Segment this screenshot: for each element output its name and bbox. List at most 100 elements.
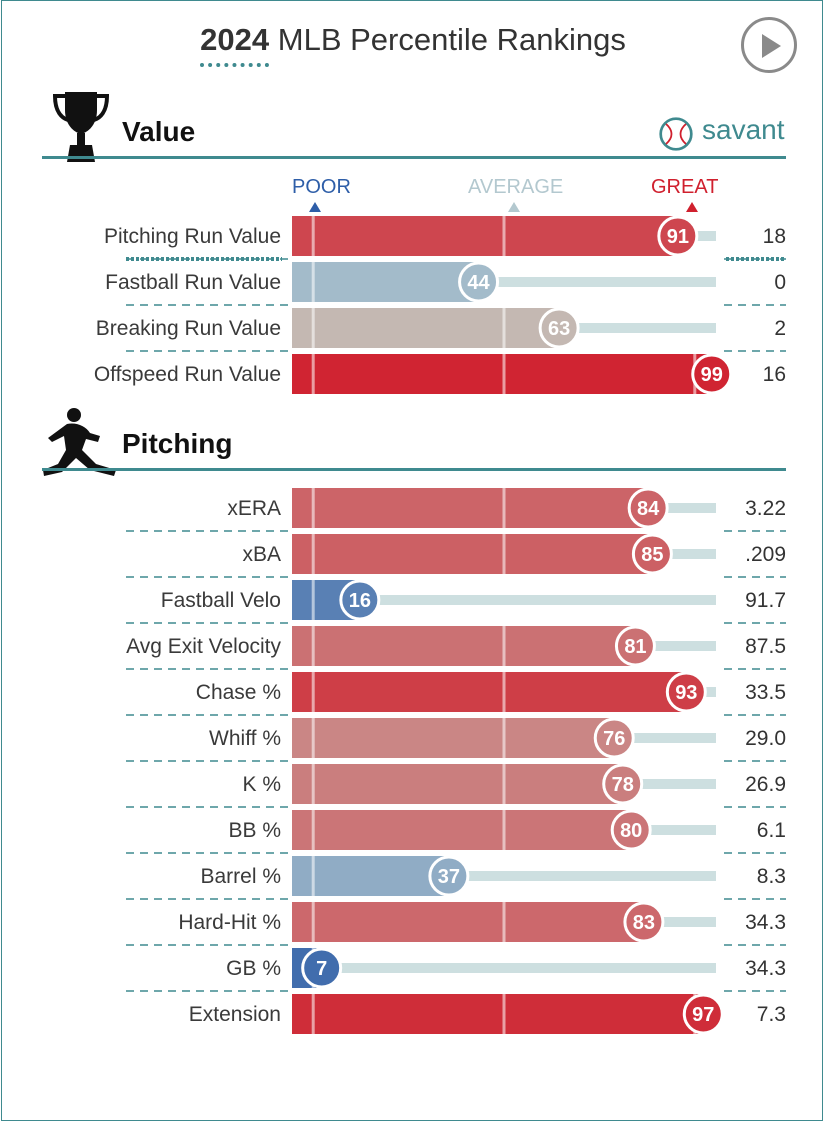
percentile-bar (292, 902, 644, 942)
percentile-bubble (631, 533, 673, 575)
bar-track (292, 277, 716, 287)
section-rule-value (42, 156, 786, 159)
section-title-pitching: Pitching (122, 428, 233, 459)
metric-label: Hard-Hit % (178, 911, 281, 934)
header-average: AVERAGE (468, 176, 564, 198)
metric-value: 8.3 (757, 865, 786, 888)
percentile-bar (292, 354, 712, 394)
percentile-value: 97 (692, 1004, 714, 1026)
metric-label: Offspeed Run Value (94, 363, 281, 386)
percentile-value: 85 (641, 544, 663, 566)
percentile-bubble (665, 671, 707, 713)
percentile-value: 91 (667, 226, 689, 248)
percentile-bubble (627, 487, 669, 529)
metric-value: 18 (763, 225, 786, 248)
percentile-bubble (657, 215, 699, 257)
percentile-value: 44 (467, 272, 490, 294)
percentile-bubble (339, 579, 381, 621)
percentile-bubble (593, 717, 635, 759)
bar-track (292, 595, 716, 605)
percentile-bubble (301, 947, 343, 989)
metric-label: BB % (228, 819, 281, 842)
page-title: 2024 MLB Percentile Rankings (0, 22, 826, 67)
pitcher-icon (43, 408, 116, 476)
metric-value: 33.5 (745, 681, 786, 704)
percentile-value: 63 (548, 318, 570, 340)
metric-label: Extension (189, 1003, 281, 1026)
percentile-bubble (682, 993, 724, 1035)
percentile-bar (292, 718, 615, 758)
header-great: GREAT (651, 176, 719, 198)
savant-logo-text: savant (702, 114, 785, 145)
play-button[interactable] (741, 17, 797, 73)
metric-value: 2 (774, 317, 786, 340)
percentile-bubble (610, 809, 652, 851)
percentile-value: 78 (612, 774, 634, 796)
percentile-value: 76 (603, 728, 625, 750)
title-text: MLB Percentile Rankings (277, 22, 626, 57)
metric-value: 34.3 (745, 911, 786, 934)
percentile-bar (292, 856, 449, 896)
metric-label: Whiff % (209, 727, 281, 750)
metric-label: Avg Exit Velocity (126, 635, 281, 658)
metric-value: 91.7 (745, 589, 786, 612)
percentile-value: 83 (633, 912, 655, 934)
percentile-bubble (428, 855, 470, 897)
percentile-bar (292, 626, 636, 666)
percentile-bubble (623, 901, 665, 943)
metric-value: 16 (763, 363, 786, 386)
percentile-bar (292, 534, 653, 574)
percentile-value: 16 (349, 590, 371, 612)
percentile-value: 7 (316, 958, 327, 980)
metric-value: .209 (745, 543, 786, 566)
metric-value: 3.22 (745, 497, 786, 520)
percentile-value: 93 (675, 682, 697, 704)
percentile-bubble (458, 261, 500, 303)
percentile-value: 37 (438, 866, 460, 888)
metric-value: 29.0 (745, 727, 786, 750)
percentile-value: 84 (637, 498, 660, 520)
title-year: 2024 (200, 22, 270, 67)
poor-marker-icon (309, 202, 321, 212)
percentile-bar (292, 764, 623, 804)
percentile-bubble (614, 625, 656, 667)
metric-value: 7.3 (757, 1003, 786, 1026)
percentile-bar (292, 672, 687, 712)
bar-track (292, 871, 716, 881)
percentile-bubble (538, 307, 580, 349)
percentile-bar (292, 994, 704, 1034)
section-title-value: Value (122, 116, 196, 147)
great-marker-icon (686, 202, 698, 212)
section-rule-pitching (42, 468, 786, 471)
percentile-bubble (602, 763, 644, 805)
percentile-value: 99 (701, 364, 723, 386)
metric-label: Breaking Run Value (96, 317, 281, 340)
percentile-bar (292, 810, 632, 850)
percentile-bar (292, 216, 678, 256)
metric-value: 6.1 (757, 819, 786, 842)
bar-track (292, 963, 716, 973)
metric-label: xERA (227, 497, 281, 520)
percentile-bar (292, 488, 649, 528)
play-icon (762, 34, 781, 58)
metric-label: Chase % (196, 681, 281, 704)
metric-label: xBA (242, 543, 281, 566)
savant-baseball-icon (659, 117, 693, 151)
header-poor: POOR (292, 176, 351, 198)
metric-label: Pitching Run Value (104, 225, 281, 248)
metric-label: Barrel % (200, 865, 281, 888)
metric-value: 0 (774, 271, 786, 294)
metric-value: 34.3 (745, 957, 786, 980)
metric-label: Fastball Velo (161, 589, 281, 612)
percentile-bar (292, 308, 560, 348)
metric-label: K % (242, 773, 281, 796)
percentile-bar (292, 262, 479, 302)
metric-label: GB % (226, 957, 281, 980)
average-marker-icon (508, 202, 520, 212)
metric-value: 26.9 (745, 773, 786, 796)
percentile-bubble (691, 353, 733, 395)
metric-value: 87.5 (745, 635, 786, 658)
metric-label: Fastball Run Value (105, 271, 281, 294)
percentile-value: 81 (624, 636, 646, 658)
